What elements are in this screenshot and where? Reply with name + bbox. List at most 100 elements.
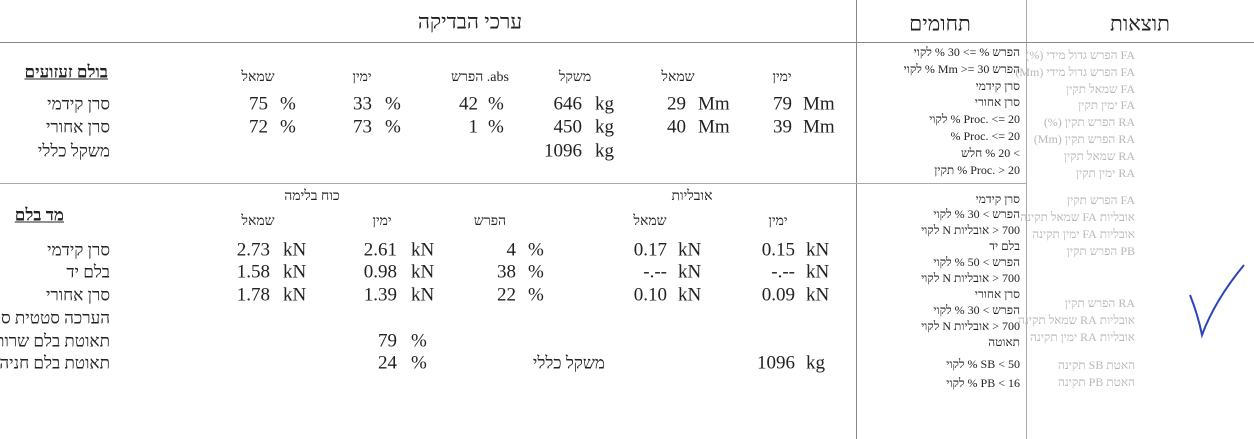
row-label: תאוטת בלם שרות (0, 331, 110, 351)
row-label: סרן קידמי (47, 240, 110, 260)
result-item: FA הפרש גדול מידי (%) (1025, 48, 1135, 62)
cell-unit: kg (595, 93, 614, 115)
cell-unit: Mm (698, 116, 730, 138)
range-rule: הפרש > 30 % לקוי (933, 303, 1020, 317)
cell-value: 79 (378, 330, 397, 352)
cell-unit: % (488, 116, 504, 138)
cell-value: 79 (773, 93, 792, 115)
row-label: סרן קידמי (47, 94, 110, 114)
column-header: ימין (372, 214, 392, 229)
cell-value: 2.61 (363, 239, 397, 261)
divider (0, 183, 1026, 184)
cell-unit: kN (411, 239, 435, 261)
cell-unit: kN (678, 284, 702, 306)
cell-value: -.-- (771, 261, 795, 283)
result-item: אובליות FA ימין תקינה (1032, 227, 1135, 241)
cell-value: 1096 (757, 352, 795, 374)
cell-value: 29 (667, 93, 686, 115)
cell-value: 42 (459, 93, 478, 115)
cell-value: 0.17 (633, 239, 667, 261)
result-item: PB הפרש תקין (1066, 244, 1135, 258)
range-rule: הפרש > 50 % לקוי (933, 255, 1020, 269)
cell-value: 1.39 (363, 284, 397, 306)
row-label: משקל כללי (532, 353, 605, 373)
column-header: שמאל (633, 214, 667, 229)
cell-value: 40 (667, 116, 686, 138)
cell-value: 73 (353, 116, 372, 138)
cell-unit: kN (806, 239, 830, 261)
result-item: אובליות RA שמאל תקינה (1018, 313, 1135, 327)
cell-value: 450 (553, 116, 583, 138)
row-label: בלם יד (66, 262, 110, 282)
range-rule: 700 < אובליות N לקוי (921, 223, 1020, 237)
range-rule: Proc. > 20 % תקין (934, 163, 1020, 177)
check-mark (1189, 264, 1245, 339)
row-label: סרן אחורי (45, 285, 110, 305)
cell-unit: % (411, 330, 427, 352)
cell-unit: kN (411, 284, 435, 306)
range-rule: PB < 16 % לקוי (946, 376, 1020, 390)
cell-unit: kg (595, 140, 614, 162)
range-rule: SB < 50 % לקוי (946, 357, 1020, 371)
divider (1026, 0, 1027, 439)
cell-value: 38 (497, 261, 516, 283)
range-rule: בלם יד (989, 239, 1020, 253)
cell-value: 1 (468, 116, 479, 138)
cell-unit: kN (283, 284, 307, 306)
column-header: ימין (768, 214, 788, 229)
range-rule: Proc. <= 20 % (950, 129, 1020, 143)
row-label: סרן אחורי (45, 117, 110, 137)
range-rule: סרן קידמי (975, 79, 1020, 93)
result-item: אובליות FA שמאל תקינה (1020, 210, 1135, 224)
range-rule: סרן אחורי (974, 95, 1020, 109)
result-item: RA ימין תקין (1075, 166, 1135, 180)
cell-unit: kg (595, 116, 614, 138)
column-header: abs. הפרש (451, 70, 509, 85)
cell-value: 0.98 (363, 261, 397, 283)
range-rule: הפרש Mm >= 30 % לקוי (903, 62, 1020, 76)
range-rule: הפרש > 30 % לקוי (933, 207, 1020, 221)
cell-value: 2.73 (236, 239, 270, 261)
cell-value: 4 (506, 239, 517, 261)
cell-value: 33 (353, 93, 372, 115)
section-heading: מד בלם (14, 205, 64, 225)
cell-unit: % (528, 284, 544, 306)
result-item: FA הפרש תקין (1067, 193, 1135, 207)
column-header: ימין (352, 70, 372, 85)
cell-value: 646 (553, 93, 583, 115)
cell-unit: kN (678, 239, 702, 261)
cell-value: 1.58 (236, 261, 270, 283)
cell-unit: kN (806, 261, 830, 283)
cell-value: 0.10 (633, 284, 667, 306)
group-header: כוח בלימה (284, 189, 340, 204)
cell-unit: Mm (698, 93, 730, 115)
result-item: האטת SB תקינה (1057, 358, 1135, 372)
cell-unit: % (280, 116, 296, 138)
row-label: תאוטת בלם חניה (0, 353, 110, 373)
cell-unit: % (528, 261, 544, 283)
column-header: הפרש (473, 214, 507, 229)
cell-value: 72 (249, 116, 268, 138)
cell-value: 75 (249, 93, 268, 115)
cell-value: 1.78 (236, 284, 270, 306)
column-header: שמאל (661, 70, 695, 85)
group-header: אובליות (671, 189, 713, 204)
result-item: FA הפרש גדול מידי (Mm) (1015, 65, 1135, 79)
cell-unit: kN (283, 239, 307, 261)
cell-unit: % (385, 116, 401, 138)
result-item: FA שמאל תקין (1066, 82, 1135, 96)
result-item: RA הפרש תקין (1064, 296, 1135, 310)
cell-unit: % (411, 352, 427, 374)
result-item: RA הפרש תקין (Mm) (1033, 132, 1135, 146)
column-header: שמאל (241, 214, 275, 229)
row-label: משקל כללי (37, 141, 110, 161)
range-rule: תאוטה (988, 335, 1020, 349)
cell-value: 0.09 (761, 284, 795, 306)
column-header: שמאל (241, 70, 275, 85)
cell-unit: kN (283, 261, 307, 283)
cell-value: 24 (378, 352, 397, 374)
result-item: FA ימין תקין (1078, 98, 1135, 112)
range-rule: 700 < אובליות N לקוי (921, 271, 1020, 285)
cell-value: 0.15 (761, 239, 795, 261)
